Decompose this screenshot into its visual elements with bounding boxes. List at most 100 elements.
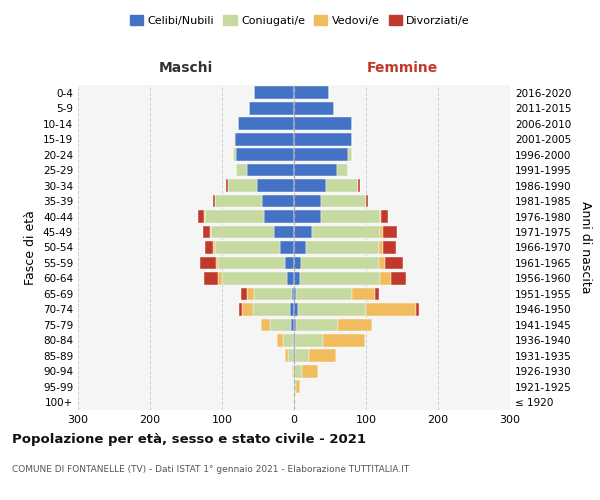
Bar — [366, 194, 368, 207]
Bar — [294, 288, 296, 300]
Bar — [294, 303, 298, 316]
Bar — [322, 210, 380, 223]
Bar — [294, 334, 295, 346]
Bar — [294, 194, 322, 207]
Bar — [294, 210, 322, 223]
Y-axis label: Anni di nascita: Anni di nascita — [580, 201, 592, 294]
Bar — [211, 226, 274, 238]
Bar — [284, 256, 294, 270]
Bar — [293, 365, 294, 378]
Bar — [205, 210, 264, 223]
Bar — [290, 303, 294, 316]
Bar — [242, 303, 253, 316]
Text: Popolazione per età, sesso e stato civile - 2021: Popolazione per età, sesso e stato civil… — [12, 432, 366, 446]
Bar — [294, 148, 348, 161]
Bar — [323, 334, 365, 346]
Bar — [301, 256, 379, 270]
Bar — [294, 365, 295, 378]
Bar — [294, 118, 352, 130]
Bar — [236, 148, 294, 161]
Bar — [391, 272, 406, 285]
Bar — [383, 241, 395, 254]
Bar — [257, 179, 294, 192]
Bar — [215, 194, 262, 207]
Bar — [262, 194, 294, 207]
Bar — [294, 86, 329, 99]
Bar — [261, 318, 269, 331]
Bar — [214, 241, 215, 254]
Bar — [305, 241, 379, 254]
Bar — [295, 350, 309, 362]
Bar — [247, 288, 254, 300]
Bar — [212, 194, 215, 207]
Bar — [269, 318, 291, 331]
Bar — [218, 256, 284, 270]
Bar — [204, 272, 218, 285]
Bar — [203, 226, 210, 238]
Bar — [379, 256, 385, 270]
Bar — [294, 272, 300, 285]
Bar — [204, 210, 205, 223]
Bar — [293, 350, 294, 362]
Bar — [277, 334, 283, 346]
Bar — [296, 288, 352, 300]
Bar — [416, 303, 419, 316]
Bar — [380, 272, 391, 285]
Bar — [291, 318, 294, 331]
Bar — [210, 226, 211, 238]
Bar — [385, 256, 403, 270]
Bar — [292, 365, 293, 378]
Bar — [218, 272, 222, 285]
Text: Maschi: Maschi — [159, 61, 213, 75]
Bar — [215, 241, 280, 254]
Y-axis label: Fasce di età: Fasce di età — [25, 210, 37, 285]
Bar — [239, 303, 242, 316]
Bar — [264, 210, 294, 223]
Bar — [294, 241, 305, 254]
Bar — [288, 350, 293, 362]
Bar — [296, 380, 300, 393]
Bar — [238, 118, 294, 130]
Bar — [287, 272, 294, 285]
Bar — [296, 318, 338, 331]
Bar — [294, 179, 326, 192]
Bar — [222, 272, 287, 285]
Bar — [294, 350, 295, 362]
Bar — [294, 396, 295, 408]
Bar — [383, 226, 397, 238]
Bar — [235, 133, 294, 145]
Legend: Celibi/Nubili, Coniugati/e, Vedovi/e, Divorziati/e: Celibi/Nubili, Coniugati/e, Vedovi/e, Di… — [125, 10, 475, 30]
Bar — [292, 288, 294, 300]
Bar — [200, 256, 216, 270]
Bar — [205, 241, 214, 254]
Bar — [228, 179, 257, 192]
Bar — [380, 226, 383, 238]
Bar — [283, 334, 293, 346]
Bar — [253, 303, 290, 316]
Bar — [280, 241, 294, 254]
Text: COMUNE DI FONTANELLE (TV) - Dati ISTAT 1° gennaio 2021 - Elaborazione TUTTITALIA: COMUNE DI FONTANELLE (TV) - Dati ISTAT 1… — [12, 465, 409, 474]
Bar — [274, 226, 294, 238]
Bar — [366, 303, 416, 316]
Bar — [322, 194, 366, 207]
Bar — [337, 164, 348, 176]
Bar — [294, 380, 296, 393]
Bar — [294, 102, 334, 115]
Bar — [294, 256, 301, 270]
Bar — [250, 102, 294, 115]
Bar — [216, 256, 218, 270]
Bar — [348, 148, 352, 161]
Bar — [312, 226, 380, 238]
Bar — [247, 164, 294, 176]
Bar — [358, 179, 359, 192]
Bar — [326, 179, 358, 192]
Bar — [284, 350, 288, 362]
Bar — [241, 288, 247, 300]
Bar — [254, 86, 294, 99]
Bar — [294, 226, 312, 238]
Bar — [234, 133, 235, 145]
Bar — [309, 350, 337, 362]
Text: Femmine: Femmine — [367, 61, 437, 75]
Bar — [236, 164, 247, 176]
Bar — [233, 148, 236, 161]
